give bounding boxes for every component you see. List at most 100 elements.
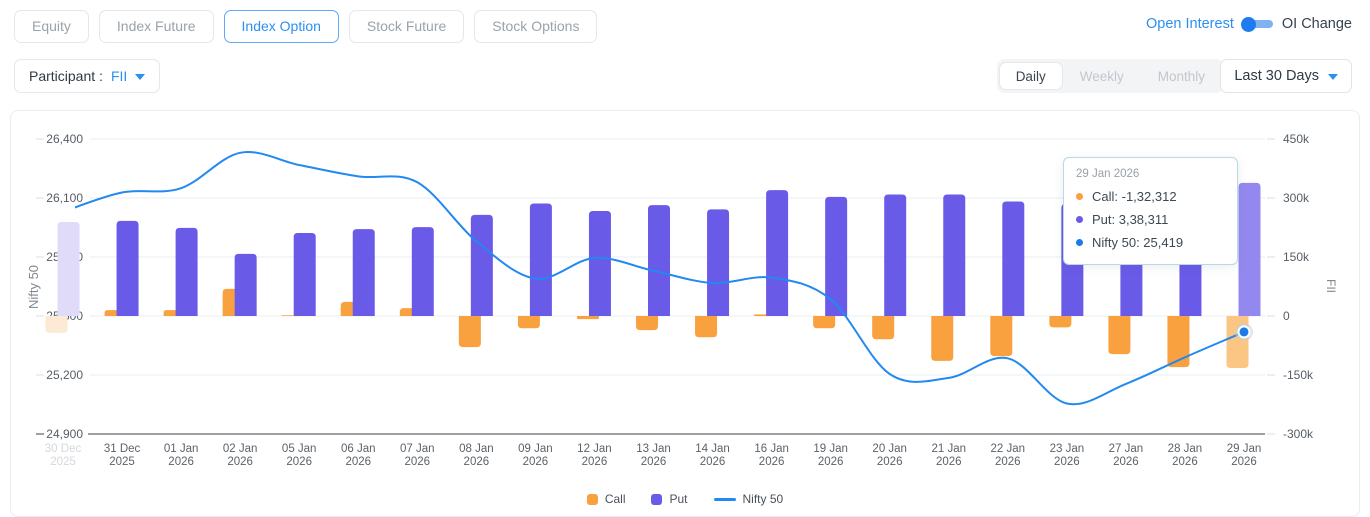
chart-legend: Call Put Nifty 50: [11, 492, 1359, 506]
x-axis-tick: 06 Jan 2026: [341, 443, 376, 468]
legend-label: Nifty 50: [742, 492, 784, 506]
participant-value: FII: [110, 68, 128, 84]
date-range-dropdown[interactable]: Last 30 Days: [1220, 59, 1352, 93]
tooltip-value: Put: 3,38,311: [1092, 212, 1169, 227]
x-axis-tick: 29 Jan 2026: [1227, 443, 1262, 468]
tooltip-row: Call: -1,32,312: [1076, 189, 1225, 204]
put-bar[interactable]: [943, 194, 966, 316]
oi-change-label[interactable]: OI Change: [1281, 16, 1352, 32]
tab-equity[interactable]: Equity: [14, 10, 89, 43]
x-axis-tick: 07 Jan 2026: [400, 443, 435, 468]
right-axis-tick: -300k: [1283, 427, 1314, 441]
tab-stock-options[interactable]: Stock Options: [474, 10, 598, 43]
call-bar[interactable]: [695, 316, 718, 338]
series-dot-icon: [1076, 216, 1083, 223]
call-bar[interactable]: [990, 316, 1013, 357]
call-bar[interactable]: [931, 316, 954, 361]
put-bar[interactable]: [116, 220, 139, 316]
participant-label: Participant :: [29, 68, 103, 84]
put-bar[interactable]: [884, 194, 907, 316]
toggle-knob-icon: [1240, 16, 1256, 32]
put-bar[interactable]: [766, 190, 789, 316]
put-bar[interactable]: [529, 203, 552, 316]
open-interest-label[interactable]: Open Interest: [1146, 16, 1234, 32]
tooltip-value: Call: -1,32,312: [1092, 189, 1177, 204]
call-bar[interactable]: [45, 316, 68, 333]
chart-panel: 26,400450k26,100300k25,800150k25,500025,…: [10, 110, 1360, 517]
tooltip-row: Nifty 50: 25,419: [1076, 235, 1225, 250]
tooltip-row: Put: 3,38,311: [1076, 212, 1225, 227]
period-option-monthly[interactable]: Monthly: [1141, 62, 1222, 90]
x-axis-tick: 21 Jan 2026: [931, 443, 966, 468]
right-axis-tick: -150k: [1283, 368, 1314, 382]
call-bar[interactable]: [576, 316, 599, 320]
call-bar[interactable]: [458, 316, 481, 348]
put-bar[interactable]: [470, 214, 493, 316]
put-bar[interactable]: [707, 209, 730, 316]
period-option-daily[interactable]: Daily: [998, 62, 1063, 90]
chevron-down-icon: [135, 73, 146, 80]
left-axis-tick: 24,900: [46, 427, 83, 441]
x-axis-tick: 01 Jan 2026: [164, 443, 199, 468]
x-axis-tick: 13 Jan 2026: [636, 443, 671, 468]
oi-toggle-switch[interactable]: [1240, 16, 1273, 32]
tooltip-date: 29 Jan 2026: [1076, 168, 1140, 180]
call-bars: [45, 288, 1249, 369]
call-bar[interactable]: [517, 316, 540, 329]
right-axis-tick: 450k: [1283, 132, 1310, 146]
x-axis-labels: 30 Dec 2025 31 Dec 2025 01 Jan 2026 02 Jan 2026…: [45, 443, 1261, 468]
put-bar[interactable]: [57, 221, 80, 316]
put-bar[interactable]: [352, 229, 375, 316]
chart-tooltip: 29 Jan 2026 Call: -1,32,312 Put: 3,38,311…: [1063, 157, 1238, 265]
tab-index-option[interactable]: Index Option: [223, 10, 339, 43]
series-dot-icon: [1076, 193, 1083, 200]
put-bar[interactable]: [825, 196, 848, 316]
call-bar[interactable]: [1108, 316, 1131, 355]
call-bar[interactable]: [872, 316, 895, 340]
put-bar[interactable]: [1238, 182, 1261, 316]
put-bar[interactable]: [175, 227, 198, 316]
call-bar[interactable]: [1167, 316, 1190, 368]
put-bar[interactable]: [648, 205, 670, 316]
left-axis-tick: 26,100: [46, 191, 83, 205]
x-axis-tick: 12 Jan 2026: [577, 443, 612, 468]
tab-index-future[interactable]: Index Future: [98, 10, 214, 43]
x-axis-tick: 20 Jan 2026: [872, 443, 907, 468]
instrument-tabs: Equity Index Future Index Option Stock Futu…: [14, 10, 598, 43]
legend-label: Put: [669, 492, 688, 506]
right-axis-title: FII: [1324, 279, 1338, 293]
period-option-weekly[interactable]: Weekly: [1063, 62, 1141, 90]
legend-line-icon: [713, 497, 736, 501]
participant-dropdown[interactable]: Participant : FII: [14, 59, 161, 93]
put-bar[interactable]: [588, 210, 611, 316]
tab-stock-future[interactable]: Stock Future: [348, 10, 465, 43]
put-bar[interactable]: [234, 253, 257, 316]
legend-label: Call: [604, 492, 626, 506]
put-bar[interactable]: [411, 227, 434, 316]
x-axis-tick: 23 Jan 2026: [1050, 443, 1085, 468]
right-axis-tick: 0: [1283, 309, 1290, 323]
put-bar[interactable]: [293, 233, 316, 316]
right-axis-tick: 150k: [1283, 250, 1310, 264]
call-bar[interactable]: [813, 316, 836, 329]
left-axis-tick: 25,200: [46, 368, 83, 382]
legend-item-put[interactable]: Put: [651, 492, 688, 506]
call-bar[interactable]: [1049, 316, 1072, 328]
tooltip-value: Nifty 50: 25,419: [1092, 235, 1184, 250]
x-axis-tick: 30 Dec 2025: [45, 443, 82, 468]
series-dot-icon: [1076, 239, 1083, 246]
oi-change-chart: 26,400450k26,100300k25,800150k25,500025,…: [26, 132, 1338, 468]
x-axis-tick: 09 Jan 2026: [518, 443, 553, 468]
legend-item-nifty-50[interactable]: Nifty 50: [713, 492, 784, 506]
right-axis-tick: 300k: [1283, 191, 1310, 205]
x-axis-tick: 19 Jan 2026: [813, 443, 848, 468]
x-axis-tick: 27 Jan 2026: [1109, 443, 1144, 468]
put-bar[interactable]: [1002, 201, 1025, 316]
x-axis-tick: 22 Jan 2026: [991, 443, 1026, 468]
legend-item-call[interactable]: Call: [586, 492, 626, 506]
call-bar[interactable]: [636, 316, 658, 331]
hover-marker-icon: [1235, 322, 1253, 341]
left-axis-title: Nifty 50: [26, 265, 41, 309]
left-axis-tick: 26,400: [46, 132, 83, 146]
